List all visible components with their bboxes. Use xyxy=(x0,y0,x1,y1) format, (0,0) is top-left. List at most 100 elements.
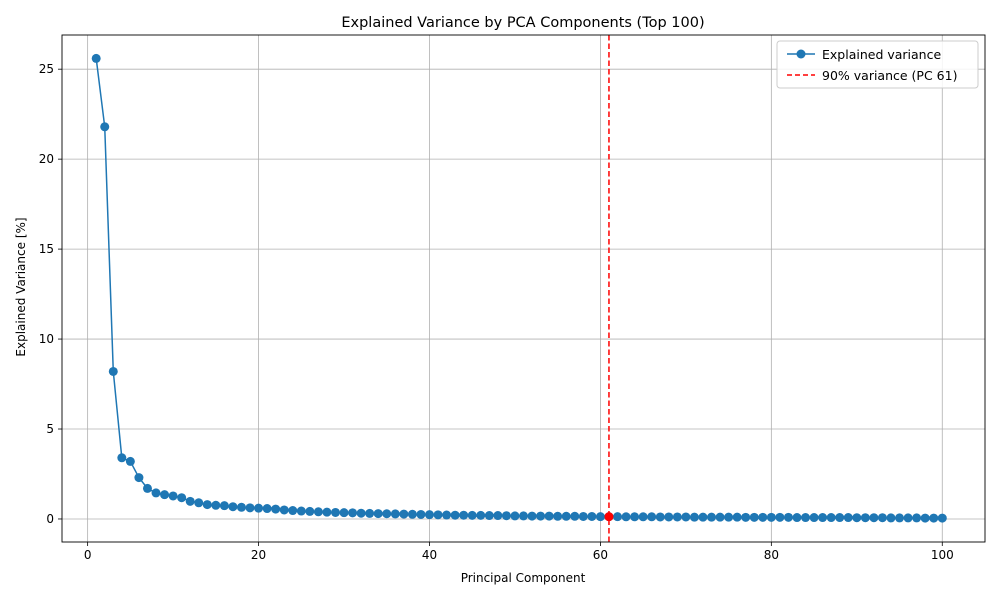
data-point xyxy=(852,513,862,523)
data-point xyxy=(613,512,623,522)
data-point xyxy=(630,512,640,522)
data-point xyxy=(416,509,426,519)
legend-box xyxy=(776,40,979,89)
y-tick-label: 20 xyxy=(39,152,54,166)
data-point xyxy=(151,488,161,498)
data-point xyxy=(783,512,793,522)
data-point xyxy=(544,511,554,521)
data-point xyxy=(100,122,110,132)
data-point xyxy=(527,511,537,521)
data-point xyxy=(715,512,725,522)
data-point xyxy=(219,501,229,511)
data-point xyxy=(339,508,349,518)
data-point xyxy=(305,506,315,516)
data-point xyxy=(262,504,272,514)
data-point xyxy=(681,512,691,522)
data-point xyxy=(766,512,776,522)
data-point xyxy=(895,513,905,523)
data-point xyxy=(467,510,477,520)
legend-label-explained-variance: Explained variance xyxy=(822,47,941,62)
x-tick-label: 20 xyxy=(251,548,266,562)
data-point xyxy=(826,513,836,523)
data-point xyxy=(664,512,674,522)
data-point xyxy=(450,510,460,520)
chart-title: Explained Variance by PCA Components (To… xyxy=(341,15,704,31)
x-tick-label: 40 xyxy=(422,548,437,562)
y-tick-label: 25 xyxy=(39,62,54,76)
data-point xyxy=(587,511,597,521)
data-point xyxy=(288,506,298,516)
data-point xyxy=(672,512,682,522)
data-point xyxy=(424,510,434,520)
data-point xyxy=(168,491,178,501)
x-axis-label: Principal Component xyxy=(461,571,586,585)
data-point xyxy=(561,511,571,521)
data-point xyxy=(843,513,853,523)
series-line-explained-variance xyxy=(95,58,943,519)
grid-lines xyxy=(62,35,985,542)
data-point xyxy=(202,500,212,510)
y-tick-label: 15 xyxy=(39,242,54,256)
data-point xyxy=(108,366,118,376)
data-point xyxy=(271,504,281,514)
data-point xyxy=(365,508,375,518)
data-point xyxy=(322,507,332,517)
data-point xyxy=(373,509,383,519)
data-point xyxy=(510,511,520,521)
data-point xyxy=(134,473,144,483)
data-point xyxy=(818,513,828,523)
data-point xyxy=(903,513,913,523)
data-point xyxy=(860,513,870,523)
data-point xyxy=(501,511,511,521)
data-point xyxy=(125,456,135,466)
data-point xyxy=(869,513,879,523)
data-point xyxy=(621,512,631,522)
data-point xyxy=(578,511,588,521)
data-point xyxy=(835,513,845,523)
data-point xyxy=(117,453,127,463)
data-point xyxy=(801,513,811,523)
data-point xyxy=(356,508,366,518)
data-point xyxy=(194,498,204,508)
data-point xyxy=(476,510,486,520)
data-point xyxy=(724,512,734,522)
data-point xyxy=(912,513,922,523)
data-point xyxy=(228,502,238,512)
data-point xyxy=(313,507,323,517)
data-point xyxy=(809,513,819,523)
data-point xyxy=(698,512,708,522)
plot-area-frame xyxy=(61,34,986,543)
data-point xyxy=(177,493,187,503)
data-point xyxy=(399,509,409,519)
data-point xyxy=(330,507,340,517)
data-point xyxy=(775,512,785,522)
data-point xyxy=(758,512,768,522)
data-point xyxy=(296,506,306,516)
y-axis-ticks: 0 5 10 15 20 25 xyxy=(39,62,62,526)
data-point xyxy=(484,511,494,521)
series-layer xyxy=(91,53,947,523)
data-point xyxy=(142,483,152,493)
data-point xyxy=(732,512,742,522)
x-tick-label: 0 xyxy=(84,548,92,562)
data-point xyxy=(160,490,170,500)
data-point xyxy=(749,512,759,522)
data-point xyxy=(689,512,699,522)
data-point xyxy=(185,496,195,506)
data-point xyxy=(407,509,417,519)
data-point xyxy=(553,511,563,521)
x-axis-ticks: 0 20 40 60 80 100 xyxy=(84,542,954,562)
x-tick-label: 80 xyxy=(764,548,779,562)
data-point xyxy=(348,508,358,518)
data-point xyxy=(236,502,246,512)
data-point xyxy=(519,511,528,521)
data-point xyxy=(279,505,289,515)
data-point xyxy=(937,513,947,523)
data-point xyxy=(877,513,887,523)
data-point xyxy=(382,509,392,519)
data-point xyxy=(390,509,400,519)
data-point xyxy=(433,510,443,520)
y-axis-label: Explained Variance [%] xyxy=(14,217,28,356)
data-point xyxy=(442,510,452,520)
